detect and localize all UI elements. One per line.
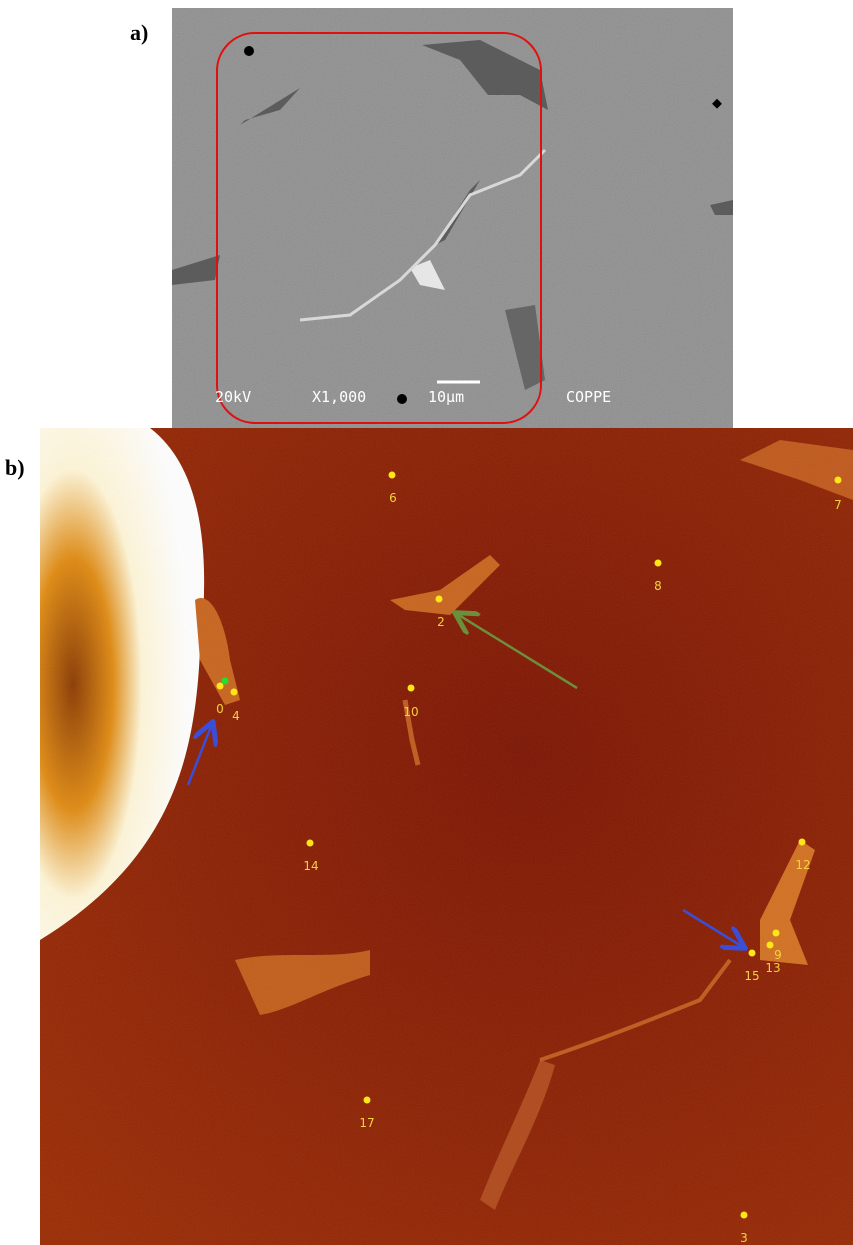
point-label: 12 (795, 858, 810, 872)
point-marker (749, 950, 756, 957)
point-marker (231, 689, 238, 696)
point-label: 8 (654, 579, 662, 593)
point-marker (389, 472, 396, 479)
point-marker (799, 839, 806, 846)
point-label: 3 (740, 1231, 748, 1245)
point-label: 7 (834, 498, 842, 512)
point-label: 0 (216, 702, 224, 716)
sem-info: 20kV (215, 388, 251, 406)
point-label: 13 (765, 961, 780, 975)
point-marker (307, 840, 314, 847)
point-marker (835, 477, 842, 484)
sem-info: X1,000 (312, 388, 366, 406)
point-marker (408, 685, 415, 692)
sem-image (172, 8, 733, 428)
point-marker (741, 1212, 748, 1219)
panel-label: b) (5, 455, 25, 480)
point-marker (767, 942, 774, 949)
point-label: 4 (232, 709, 240, 723)
point-label: 9 (774, 948, 782, 962)
point-label: 15 (744, 969, 759, 983)
map-image (40, 428, 853, 1245)
sem-info: COPPE (566, 388, 611, 406)
point-marker (655, 560, 662, 567)
point-label: 6 (389, 491, 397, 505)
point-marker (364, 1097, 371, 1104)
point-label: 14 (303, 859, 318, 873)
point-label: 2 (437, 615, 445, 629)
point-marker (217, 683, 224, 690)
page: a) 20kV X1,000 10µm COPPE b) 6 7 8 2 04 10 14 1… (0, 0, 853, 1245)
point-marker (436, 596, 443, 603)
figure: a) 20kV X1,000 10µm COPPE b) 6 7 8 2 04 10 14 1… (0, 0, 853, 1245)
point-label: 10 (403, 705, 418, 719)
point-marker (773, 930, 780, 937)
panel-label: a) (130, 20, 148, 45)
point-label: 17 (359, 1116, 374, 1130)
sem-info: 10µm (428, 388, 464, 406)
